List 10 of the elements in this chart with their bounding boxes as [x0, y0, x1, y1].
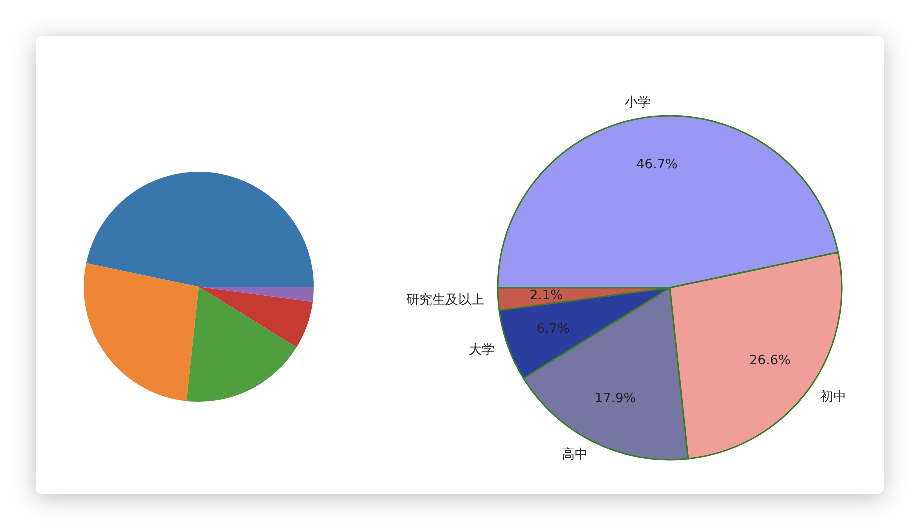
slice-label: 小学: [624, 96, 651, 110]
data-label: 6.7%: [536, 322, 570, 338]
slice-label: 研究生及以上: [406, 292, 484, 308]
data-label: 46.7%: [636, 157, 678, 172]
data-label: 17.9%: [594, 392, 636, 407]
slice-label: 初中: [820, 390, 846, 405]
data-label: 26.6%: [750, 353, 791, 368]
slice-label: 大学: [468, 342, 495, 358]
slice-label: 高中: [562, 446, 588, 463]
data-label: 2.1%: [530, 288, 563, 304]
